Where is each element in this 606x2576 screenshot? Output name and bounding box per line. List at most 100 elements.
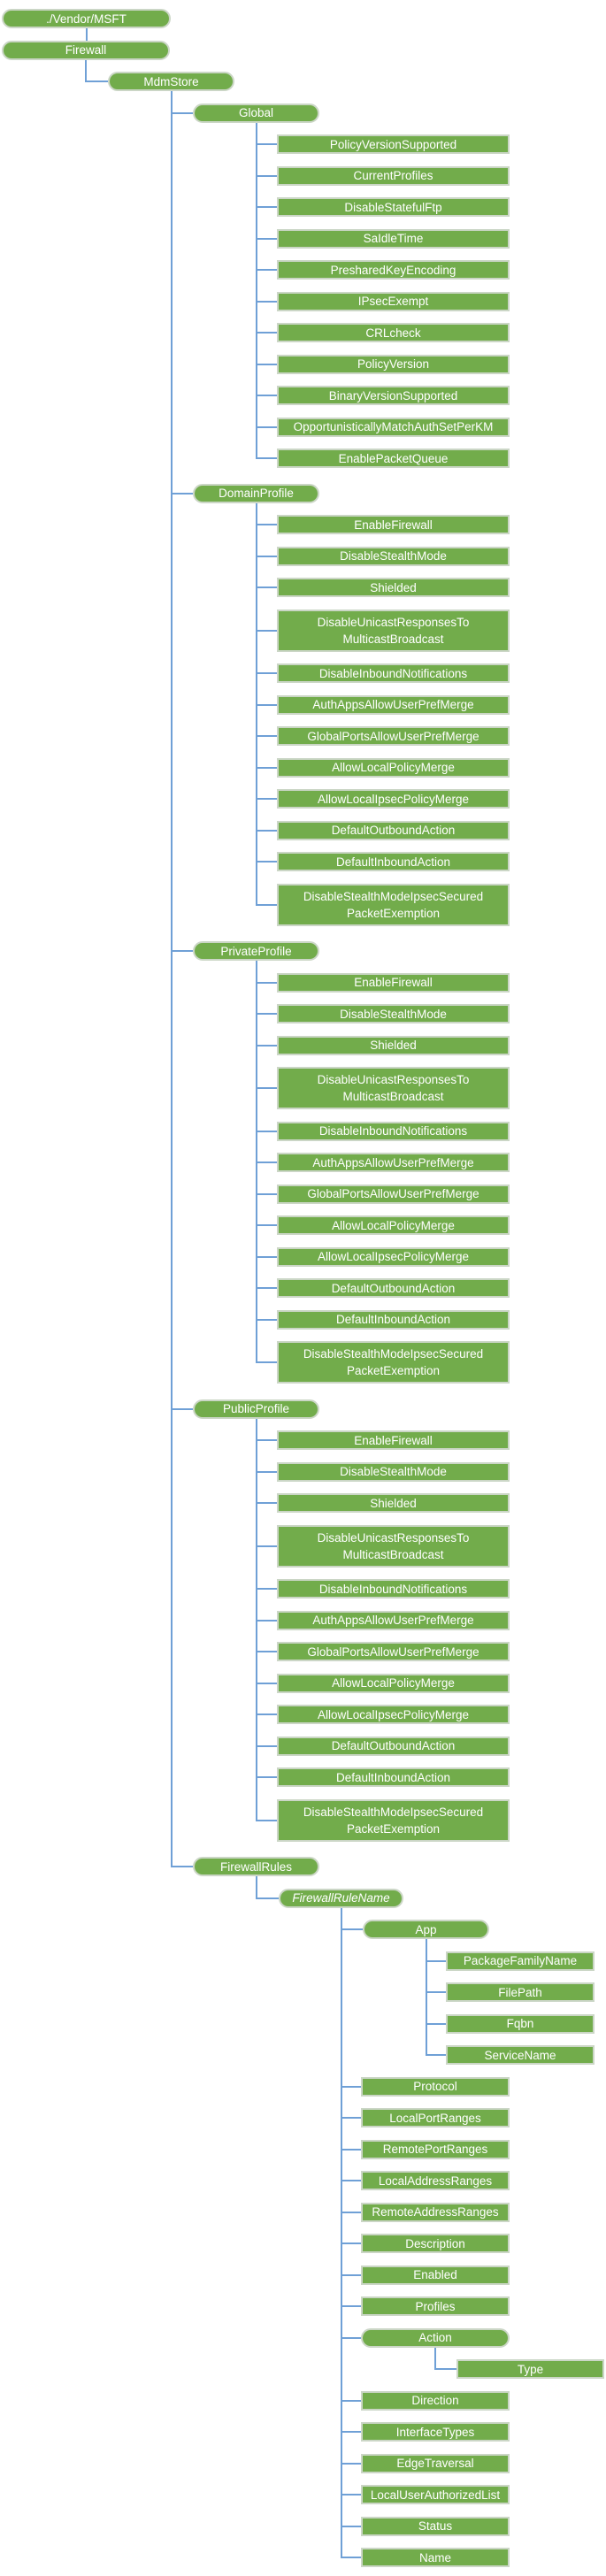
connector-line <box>255 1876 257 1899</box>
node-binary-version-supported: BinaryVersionSupported <box>277 386 510 405</box>
node-default-inbound-action: DefaultInboundAction <box>277 852 510 871</box>
connector-line <box>255 502 257 906</box>
connector-line <box>256 1192 277 1195</box>
connector-line <box>341 2117 361 2119</box>
connector-line <box>255 1418 257 1821</box>
node-disable-unicast-responses-to-multicast-broadcast: DisableUnicastResponsesTo MulticastBroad… <box>277 609 510 652</box>
node-private-profile: PrivateProfile <box>193 941 319 961</box>
connector-line <box>256 1714 277 1715</box>
node-firewall-rule-name: FirewallRuleName <box>279 1888 403 1908</box>
node-disable-stealth-mode: DisableStealthMode <box>277 1004 510 1024</box>
node-label: EnableFirewall <box>354 976 433 989</box>
connector-line <box>341 2148 361 2150</box>
node-label: LocalUserAuthorizedList <box>370 2488 501 2502</box>
node-label: PolicyVersion <box>357 357 430 371</box>
node-label: PrivateProfile <box>220 944 292 958</box>
connector-line <box>256 766 277 769</box>
node-allow-local-ipsec-policy-merge: AllowLocalIpsecPolicyMerge <box>277 789 510 809</box>
connector-line <box>256 1255 277 1258</box>
node-label: Profiles <box>415 2299 456 2313</box>
connector-line <box>256 524 277 525</box>
node-label: GlobalPortsAllowUserPrefMerge <box>307 729 479 743</box>
node-shielded: Shielded <box>277 1493 510 1513</box>
connector-line <box>341 2242 361 2244</box>
node-label: EnableFirewall <box>354 1433 433 1447</box>
node-enabled: Enabled <box>361 2265 510 2285</box>
node-label: AllowLocalIpsecPolicyMerge <box>317 1250 470 1263</box>
node-label: PresharedKeyEncoding <box>330 263 456 277</box>
node-label: ./Vendor/MSFT <box>46 12 127 26</box>
node-disable-unicast-responses-to-multicast-broadcast: DisableUnicastResponsesTo MulticastBroad… <box>277 1524 510 1568</box>
connector-line <box>256 1897 279 1899</box>
connector-line <box>256 237 277 240</box>
node-label: DisableStatefulFtp <box>344 200 442 214</box>
node-label: Protocol <box>413 2080 457 2093</box>
node-allow-local-ipsec-policy-merge: AllowLocalIpsecPolicyMerge <box>277 1705 510 1724</box>
node-shielded: Shielded <box>277 578 510 597</box>
node-label: AllowLocalIpsecPolicyMerge <box>317 792 470 806</box>
connector-line <box>256 269 277 271</box>
connector-line <box>341 2180 361 2181</box>
connector-line <box>256 1588 277 1590</box>
node-allow-local-ipsec-policy-merge: AllowLocalIpsecPolicyMerge <box>277 1246 510 1267</box>
node-enable-firewall: EnableFirewall <box>277 1430 510 1450</box>
node-shielded: Shielded <box>277 1035 510 1055</box>
node-default-outbound-action: DefaultOutboundAction <box>277 1736 510 1756</box>
node-label: CurrentProfiles <box>353 169 433 182</box>
node-label: DomainProfile <box>219 487 294 500</box>
node-label: FirewallRules <box>219 1859 293 1874</box>
connector-line <box>341 2211 361 2213</box>
node-enable-packet-queue: EnablePacketQueue <box>277 448 510 468</box>
node-disable-unicast-responses-to-multicast-broadcast: DisableUnicastResponsesTo MulticastBroad… <box>277 1067 510 1109</box>
node-label: RemotePortRanges <box>382 2143 488 2156</box>
node-label: FirewallRuleName <box>292 1891 390 1905</box>
node-label: DefaultOutboundAction <box>331 824 456 837</box>
node-vendor-msft: ./Vendor/MSFT <box>2 9 171 28</box>
node-label: RemoteAddressRanges <box>372 2205 499 2219</box>
node-label: AllowLocalPolicyMerge <box>332 1676 455 1690</box>
connector-line <box>256 1502 277 1504</box>
connector-line <box>341 2305 361 2307</box>
connector-line <box>256 1087 277 1089</box>
node-preshared-key-encoding: PresharedKeyEncoding <box>277 260 510 280</box>
node-label: DefaultInboundAction <box>335 1313 451 1326</box>
connector-line <box>256 426 277 428</box>
connector-line <box>426 2054 446 2056</box>
connector-line <box>341 2085 361 2088</box>
node-label: MdmStore <box>143 74 199 88</box>
node-name: Name <box>361 2548 510 2567</box>
node-global-ports-allow-user-pref-merge: GlobalPortsAllowUserPrefMerge <box>277 1184 510 1204</box>
node-disable-stateful-ftp: DisableStatefulFtp <box>277 197 510 217</box>
connector-line <box>256 300 277 303</box>
node-label: DisableInboundNotifications <box>318 1582 468 1596</box>
node-label: DefaultOutboundAction <box>331 1739 456 1752</box>
node-default-inbound-action: DefaultInboundAction <box>277 1309 510 1330</box>
connector-line <box>256 586 277 588</box>
connector-line <box>256 174 277 177</box>
connector-line <box>256 735 277 737</box>
node-label: DisableStealthMode <box>340 1465 447 1478</box>
connector-line <box>256 1545 277 1547</box>
connector-line <box>255 961 257 1363</box>
node-auth-apps-allow-user-pref-merge: AuthAppsAllowUserPrefMerge <box>277 1610 510 1630</box>
node-interface-types: InterfaceTypes <box>361 2422 510 2442</box>
connector-line <box>256 703 277 706</box>
node-label: GlobalPortsAllowUserPrefMerge <box>307 1644 479 1659</box>
node-ipsec-exempt: IPsecExempt <box>277 291 510 311</box>
node-action: Action <box>361 2327 510 2348</box>
node-enable-firewall: EnableFirewall <box>277 515 510 534</box>
node-label: App <box>415 1922 437 1936</box>
node-label: OpportunisticallyMatchAuthSetPerKM <box>293 420 494 433</box>
connector-line <box>426 1959 446 1962</box>
connector-line <box>341 2431 361 2433</box>
node-disable-stealth-mode-ipsec-secured-packet-exemption: DisableStealthModeIpsecSecured PacketExe… <box>277 1341 510 1384</box>
node-label: PolicyVersionSupported <box>329 137 457 151</box>
connector-line <box>256 903 277 906</box>
connector-line <box>256 1130 277 1132</box>
connector-line <box>86 80 108 82</box>
node-default-inbound-action: DefaultInboundAction <box>277 1767 510 1787</box>
connector-line <box>256 143 277 145</box>
connector-line <box>256 1744 277 1747</box>
node-label: Firewall <box>65 43 107 57</box>
connector-line <box>256 672 277 674</box>
